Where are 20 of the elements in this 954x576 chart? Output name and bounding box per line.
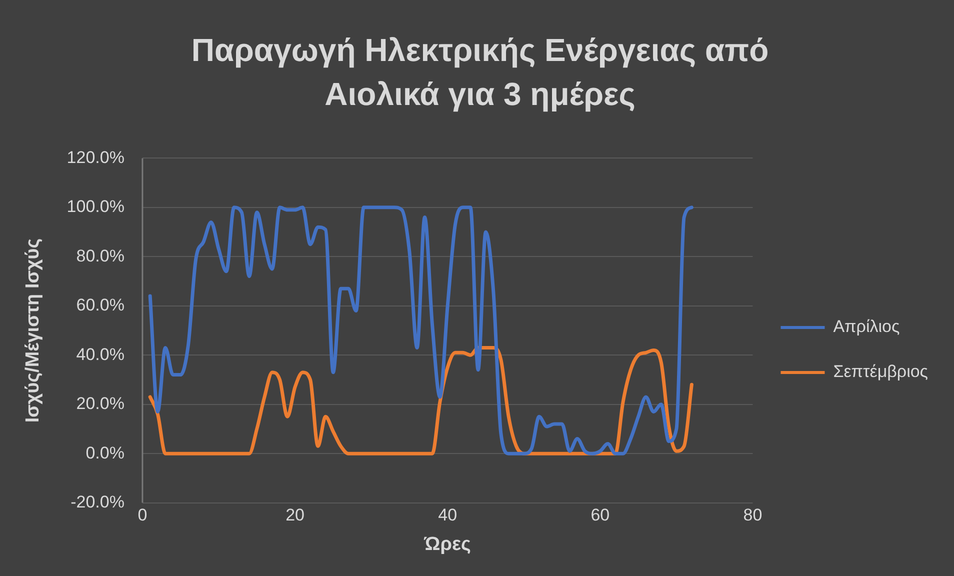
legend-label: Σεπτέμβριος	[833, 362, 928, 382]
y-axis-title: Ισχύς/Μέγιστη Ισχύς	[22, 238, 44, 423]
y-tick-label: 0.0%	[86, 443, 124, 462]
x-axis-title: Ώρες	[423, 534, 471, 555]
chart-title: Παραγωγή Ηλεκτρικής Ενέργειας από Αιολικά για 3 ημέρες	[190, 31, 770, 114]
line-series	[148, 206, 694, 456]
y-tick-label: 60.0%	[76, 296, 124, 315]
x-tick-label: 80	[743, 506, 762, 525]
y-tick-label: 80.0%	[76, 246, 124, 266]
y-tick-label: 40.0%	[76, 344, 124, 364]
legend-label: Απρίλιος	[833, 317, 900, 336]
x-tick-label: 60	[590, 506, 610, 525]
x-tick-label: 20	[286, 506, 304, 525]
y-tick-label: 20.0%	[76, 394, 124, 414]
x-tick-label: 0	[138, 506, 148, 525]
y-tick-label: 120.0%	[66, 148, 124, 167]
y-tick-label: 100.0%	[66, 197, 124, 216]
y-tick-label: -20.0%	[70, 492, 124, 512]
x-tick-label: 40	[438, 506, 458, 525]
line-series	[148, 346, 694, 456]
